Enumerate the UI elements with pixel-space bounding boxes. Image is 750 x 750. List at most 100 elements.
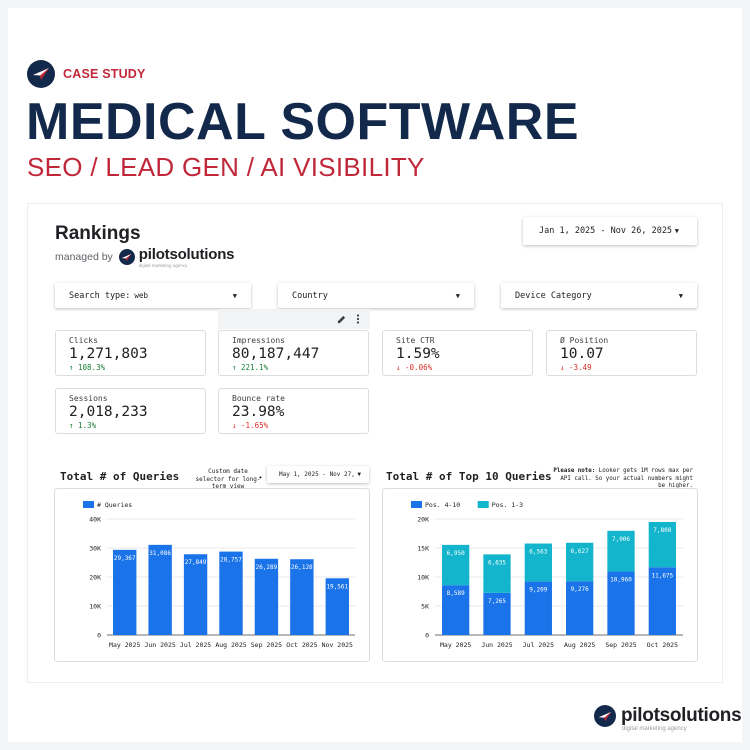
search-type-value: web xyxy=(134,291,148,300)
bar xyxy=(113,549,137,635)
caret-down-icon: ▼ xyxy=(357,471,361,478)
kpi-label: Impressions xyxy=(232,336,285,345)
x-tick-label: Jun 2025 xyxy=(481,641,512,649)
y-tick-label: 40K xyxy=(89,516,101,524)
kpi-value: 10.07 xyxy=(560,346,604,362)
caret-down-icon: ▼ xyxy=(674,227,679,235)
data-label: 6,627 xyxy=(571,548,589,555)
legend-label: # Queries xyxy=(97,501,132,509)
pilot-logo-icon xyxy=(594,705,616,727)
kpi-value: 80,187,447 xyxy=(232,346,320,362)
note-text: Looker gets 1M rows max per API call. So… xyxy=(560,468,693,489)
x-tick-label: Aug 2025 xyxy=(564,641,595,649)
kpi-delta: ↑ 108.3% xyxy=(69,363,106,372)
top10-chart-title: Total # of Top 10 Queries xyxy=(386,470,552,483)
kpi-bounce-rate[interactable]: Bounce rate 23.98% ↓ -1.65% xyxy=(218,388,369,434)
kpi-value: 2,018,233 xyxy=(69,404,148,420)
kpi-label: Bounce rate xyxy=(232,394,285,403)
managed-by: managed by pilotsolutions digital market… xyxy=(55,246,235,268)
data-label: 28,757 xyxy=(220,557,242,564)
bar xyxy=(219,551,243,635)
y-tick-label: 10K xyxy=(89,603,101,611)
kpi-avg-position[interactable]: Ø Position 10.07 ↓ -3.49 xyxy=(546,330,697,376)
kpi-value: 1,271,803 xyxy=(69,346,148,362)
queries-chart-svg: 0 10K 20K 30K 40K # Queries 29,367 May 2025 31,0… xyxy=(83,501,355,649)
data-label: 6,635 xyxy=(488,559,506,566)
note-bold: Please note: xyxy=(553,468,596,474)
kpi-site-ctr[interactable]: Site CTR 1.59% ↓ -0.06% xyxy=(382,330,533,376)
bar xyxy=(566,581,594,635)
edit-icon[interactable] xyxy=(337,315,346,324)
managed-by-label: managed by xyxy=(55,251,113,263)
y-tick-label: 0 xyxy=(97,632,101,640)
kpi-clicks[interactable]: Clicks 1,271,803 ↑ 108.3% xyxy=(55,330,206,376)
queries-date-selector[interactable]: May 1, 2025 - Nov 27, ▼ xyxy=(267,466,369,483)
kpi-delta: ↓ -0.06% xyxy=(396,363,433,372)
x-tick-label: Sep 2025 xyxy=(251,641,282,649)
data-label: 11,675 xyxy=(651,572,673,579)
kpi-sessions[interactable]: Sessions 2,018,233 ↑ 1.3% xyxy=(55,388,206,434)
bar xyxy=(483,592,511,635)
kpi-value: 23.98% xyxy=(232,404,285,420)
rankings-dashboard: Rankings managed by pilotsolutions digit… xyxy=(27,203,723,683)
chart-toolbar xyxy=(218,309,370,329)
arrow-right-icon: ▸ xyxy=(259,474,263,481)
kpi-impressions[interactable]: Impressions 80,187,447 ↑ 221.1% xyxy=(218,330,369,376)
top10-chart-note: Please note: Looker gets 1M rows max per… xyxy=(553,468,693,491)
date-range-value: Jan 1, 2025 - Nov 26, 2025 xyxy=(539,226,673,236)
caret-down-icon: ▼ xyxy=(455,291,460,300)
queries-chart-note: Custom date selector for long-term view xyxy=(195,468,261,490)
data-label: 6,950 xyxy=(447,550,465,557)
bar xyxy=(442,544,470,586)
footer-tagline: digital marketing agency xyxy=(622,726,687,732)
kpi-delta: ↑ 1.3% xyxy=(69,421,97,430)
country-dropdown[interactable]: Country ▼ xyxy=(278,283,474,308)
date-range-selector[interactable]: Jan 1, 2025 - Nov 26, 2025 ▼ xyxy=(523,217,697,245)
queries-chart: 0 10K 20K 30K 40K # Queries 29,367 May 2025 31,0… xyxy=(54,488,370,662)
bar xyxy=(254,558,279,635)
page-title: MEDICAL SOFTWARE xyxy=(26,93,580,151)
bar xyxy=(524,543,552,582)
legend-label: Pos. 4-10 xyxy=(425,501,460,509)
x-tick-label: Nov 2025 xyxy=(322,641,353,649)
kpi-label: Clicks xyxy=(69,336,98,345)
queries-chart-title: Total # of Queries xyxy=(60,470,180,483)
queries-date-value: May 1, 2025 - Nov 27, xyxy=(279,471,355,478)
kpi-delta: ↓ -1.65% xyxy=(232,421,269,430)
bar xyxy=(290,559,314,635)
y-tick-label: 20K xyxy=(417,516,429,524)
search-type-label: Search type: xyxy=(69,290,131,301)
case-study-label: CASE STUDY xyxy=(63,67,146,81)
bar xyxy=(325,578,349,635)
pilot-logo-icon xyxy=(118,249,135,265)
legend-swatch xyxy=(83,501,94,508)
bar xyxy=(183,554,208,635)
case-study-tag: CASE STUDY xyxy=(27,60,146,88)
bar xyxy=(648,521,676,568)
data-label: 9,276 xyxy=(571,586,589,593)
bar xyxy=(648,567,676,635)
more-vert-icon[interactable] xyxy=(356,314,360,324)
page-subtitle: SEO / LEAD GEN / AI VISIBILITY xyxy=(27,152,425,182)
caret-down-icon: ▼ xyxy=(678,291,683,300)
device-category-dropdown[interactable]: Device Category ▼ xyxy=(501,283,697,308)
kpi-label: Ø Position xyxy=(560,336,609,345)
data-label: 19,561 xyxy=(326,583,348,590)
data-label: 9,209 xyxy=(529,587,547,594)
bar xyxy=(607,530,635,572)
x-tick-label: Oct 2025 xyxy=(647,641,678,649)
top10-chart: 0 5K 10K 15K 20K Pos. 4-10 Pos. 1-3 8,589 6,950 M… xyxy=(382,488,698,662)
kpi-label: Sessions xyxy=(69,394,108,403)
pilot-logo-icon xyxy=(27,60,55,88)
search-type-dropdown[interactable]: Search type: web ▼ xyxy=(55,283,251,308)
legend-swatch xyxy=(477,501,489,508)
pilotsolutions-logo: pilotsolutions digital marketing agency xyxy=(118,246,235,268)
dashboard-title: Rankings xyxy=(55,223,141,244)
bar xyxy=(566,542,594,582)
footer-brand: pilotsolutions xyxy=(621,705,742,726)
caret-down-icon: ▼ xyxy=(232,291,237,300)
y-tick-label: 0 xyxy=(425,632,429,640)
top10-chart-svg: 0 5K 10K 15K 20K Pos. 4-10 Pos. 1-3 8,589 6,950 M… xyxy=(411,501,683,649)
y-tick-label: 5K xyxy=(421,603,429,611)
brand-name: pilotsolutions xyxy=(138,246,235,263)
